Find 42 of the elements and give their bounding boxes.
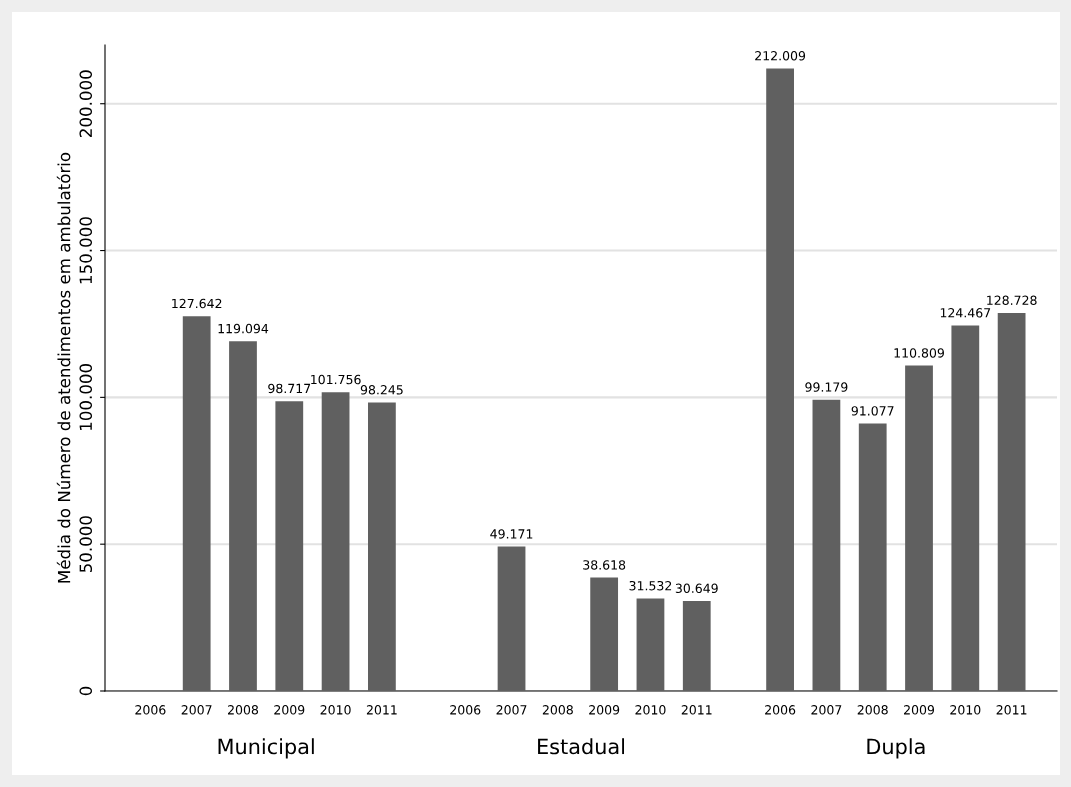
x-tick-label: 2011 bbox=[681, 705, 712, 715]
x-tick-label: 2006 bbox=[450, 705, 481, 715]
x-tick-label: 2007 bbox=[496, 705, 527, 715]
x-tick-label: 2009 bbox=[904, 705, 935, 715]
x-tick-label: 2007 bbox=[181, 705, 212, 715]
data-label: 110.809 bbox=[894, 348, 944, 358]
x-tick-label: 2009 bbox=[589, 705, 620, 715]
x-tick-label: 2011 bbox=[366, 705, 397, 715]
x-tick-label: 2009 bbox=[274, 705, 305, 715]
y-tick-label: 0 bbox=[79, 686, 93, 696]
data-label: 30.649 bbox=[675, 583, 718, 594]
data-label: 38.618 bbox=[583, 560, 626, 570]
data-label: 124.467 bbox=[940, 308, 991, 318]
x-tick-label: 2007 bbox=[811, 705, 842, 715]
x-tick-label: 2010 bbox=[950, 705, 981, 715]
text: Estadual bbox=[538, 738, 625, 755]
y-tick-label: 100.000 bbox=[79, 364, 93, 430]
data-label: 101.756 bbox=[311, 374, 361, 385]
x-tick-label: 2008 bbox=[542, 705, 573, 715]
data-label: 98.245 bbox=[360, 385, 403, 395]
text: Municipal bbox=[218, 738, 314, 759]
data-label: 49.171 bbox=[490, 529, 533, 539]
y-tick-label: 150.000 bbox=[79, 217, 93, 284]
x-tick-label: 2010 bbox=[320, 705, 351, 715]
data-label: 212.009 bbox=[755, 51, 806, 61]
text: Dupla bbox=[867, 738, 925, 759]
x-tick-label: 2008 bbox=[857, 705, 888, 715]
x-tick-label: 2011 bbox=[996, 705, 1027, 715]
x-tick-label: 2010 bbox=[635, 705, 666, 715]
data-label: 128.728 bbox=[987, 295, 1037, 306]
y-axis-title: Média do Número de atendimentos em ambulatório bbox=[56, 152, 71, 583]
x-tick-label: 2006 bbox=[135, 705, 166, 715]
data-label: 91.077 bbox=[851, 406, 894, 416]
y-tick-label: 200.000 bbox=[79, 70, 93, 137]
y-tick-label: 50.000 bbox=[79, 516, 93, 573]
data-label: 127.642 bbox=[172, 298, 222, 309]
data-label: 98.717 bbox=[268, 383, 311, 394]
data-label: 31.532 bbox=[629, 580, 672, 591]
x-tick-label: 2006 bbox=[765, 705, 796, 715]
data-label: 99.179 bbox=[805, 382, 848, 392]
x-tick-label: 2008 bbox=[227, 705, 259, 715]
data-label: 119.094 bbox=[218, 323, 269, 334]
